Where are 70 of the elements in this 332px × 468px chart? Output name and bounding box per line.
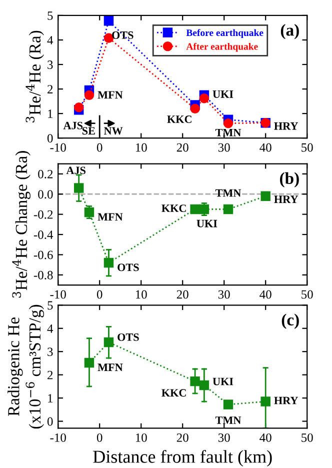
legend-label: Before earthquake	[186, 29, 264, 38]
x-tick-label: 40	[260, 433, 272, 442]
x-tick-label: 10	[136, 433, 147, 442]
x-tick-label: 40	[260, 143, 272, 152]
y-tick-label: 1	[48, 394, 52, 402]
x-tick-label: 0	[96, 143, 102, 152]
x-tick-label: -10	[50, 433, 66, 442]
x-tick-label: 50	[302, 143, 313, 152]
y-axis-title: Radiogenic He (x10$^{−6}$ cm³STP/g)	[8, 304, 44, 429]
annotation: OTS	[118, 333, 139, 341]
y-tick-label: 4	[47, 324, 54, 333]
y-tick-label: -0.8	[34, 270, 53, 280]
x-tick-label: -10	[50, 143, 66, 152]
annotation: TMN	[215, 416, 242, 424]
annotation: NW	[104, 127, 123, 135]
annotation: UKI	[212, 378, 234, 386]
x-tick-label: -10	[50, 290, 66, 299]
y-tick-label: 0.2	[38, 170, 53, 178]
x-tick-label: 20	[176, 290, 188, 299]
annotation: OTS	[118, 264, 139, 272]
x-tick-label: 50	[302, 433, 313, 442]
annotation: MFN	[98, 364, 123, 371]
annotation: AJS	[66, 166, 86, 174]
y-tick-label: 3	[48, 60, 53, 69]
annotation: HRY	[274, 396, 298, 404]
y-tick-label: 3	[48, 348, 53, 356]
x-axis-title: Distance from fault (km)	[93, 450, 272, 467]
x-tick-label: 30	[218, 290, 230, 299]
annotation: UKI	[196, 220, 218, 228]
y-tick-label: 5	[48, 12, 53, 20]
y-tick-label: 2	[48, 85, 53, 94]
x-tick-label: 50	[302, 290, 313, 299]
y-tick-label: 0	[47, 134, 53, 143]
chart-title: (b)	[280, 172, 299, 188]
x-tick-label: 20	[176, 143, 188, 152]
x-tick-label: 10	[136, 143, 147, 152]
annotation: SE	[82, 127, 95, 135]
annotation: KKC	[167, 116, 192, 124]
annotation: MFN	[98, 213, 123, 221]
y-axis-title: $^{3}$He/$^{4}$He Change (Ra)	[12, 151, 30, 298]
chart-title: (c)	[282, 314, 299, 329]
x-tick-label: 0	[96, 433, 102, 442]
y-tick-label: -0.6	[34, 250, 53, 260]
annotation: AJS	[63, 122, 83, 130]
annotation: TMN	[215, 128, 242, 136]
y-tick-label: 1	[48, 110, 52, 118]
y-tick-label: 5	[48, 301, 53, 310]
annotation: UKI	[212, 90, 234, 98]
x-tick-label: 30	[218, 143, 230, 152]
y-tick-label: 2	[48, 370, 53, 380]
annotation: KKC	[162, 389, 186, 397]
annotation: TMN	[215, 189, 242, 197]
x-tick-label: 30	[218, 433, 230, 442]
x-tick-label: 10	[136, 290, 147, 299]
y-tick-label: -0.2	[34, 210, 53, 219]
x-tick-label: 20	[176, 433, 188, 442]
annotation: MFN	[98, 91, 123, 98]
x-tick-label: 0	[96, 290, 102, 299]
annotation: HRY	[274, 122, 298, 130]
chart-title: (a)	[280, 24, 299, 40]
legend-label: After earthquake	[186, 42, 258, 52]
annotation: HRY	[274, 196, 298, 203]
y-axis-title: $^{3}$He/$^{4}$He (Ra)	[26, 30, 44, 122]
y-tick-label: 4	[47, 36, 54, 44]
y-tick-label: 0.0	[38, 190, 53, 199]
annotation: KKC	[162, 204, 186, 212]
annotation: OTS	[112, 31, 134, 39]
x-tick-label: 40	[260, 290, 272, 299]
y-tick-label: -0.4	[34, 230, 54, 240]
y-tick-label: 0	[47, 417, 53, 426]
